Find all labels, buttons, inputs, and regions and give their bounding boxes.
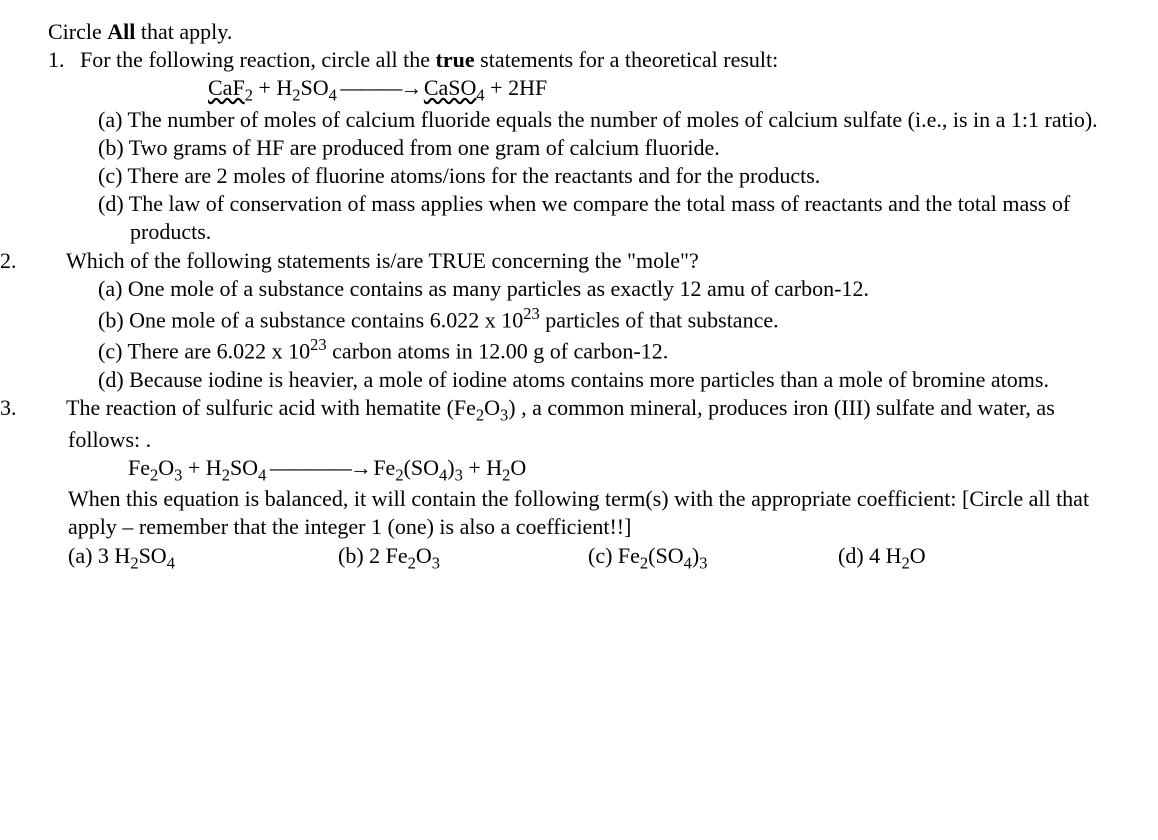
instruction-suffix: that apply. — [135, 19, 232, 44]
q2-option-a: (a) One mole of a substance contains as … — [60, 275, 1130, 303]
q1-number: 1. — [48, 46, 80, 74]
q1-equation: CaF2 + H2SO4 ———→ CaSO4 + 2HF — [28, 74, 1130, 106]
q3-body: When this equation is balanced, it will … — [28, 485, 1130, 541]
q1-eq-caf: CaF2 — [208, 75, 253, 100]
q1-text-b: true — [436, 47, 475, 72]
instruction-line: Circle All that apply. — [28, 18, 1130, 46]
instruction-bold: All — [107, 19, 135, 44]
q1-option-a: (a) The number of moles of calcium fluor… — [60, 106, 1130, 134]
q3-intro: 3.The reaction of sulfuric acid with hem… — [62, 394, 1130, 454]
q3-option-c: (c) Fe2(SO4)3 — [588, 542, 838, 574]
q1-text-c: statements for a theoretical result: — [475, 47, 779, 72]
q3-option-a: (a) 3 H2SO4 — [68, 542, 338, 574]
q1-text-a: For the following reaction, circle all t… — [80, 47, 436, 72]
q1-option-c: (c) There are 2 moles of fluorine atoms/… — [60, 162, 1130, 190]
q1-eq-caso4: CaSO4 — [424, 75, 485, 100]
q2-number: 2. — [34, 247, 66, 275]
q1-option-b: (b) Two grams of HF are produced from on… — [60, 134, 1130, 162]
q3-equation: Fe2O3 + H2SO4 ————→ Fe2(SO4)3 + H2O — [28, 454, 1130, 486]
q2-intro: 2.Which of the following statements is/a… — [62, 247, 1130, 275]
q3-option-b: (b) 2 Fe2O3 — [338, 542, 588, 574]
q2-option-d: (d) Because iodine is heavier, a mole of… — [60, 366, 1130, 394]
instruction-prefix: Circle — [48, 19, 107, 44]
q1-intro: 1.For the following reaction, circle all… — [28, 46, 1130, 74]
q2-intro-text: Which of the following statements is/are… — [66, 248, 699, 273]
q1-option-d: (d) The law of conservation of mass appl… — [60, 190, 1130, 246]
q3-number: 3. — [34, 394, 66, 422]
q3-options-row: (a) 3 H2SO4 (b) 2 Fe2O3 (c) Fe2(SO4)3 (d… — [28, 542, 1130, 574]
q2-option-c: (c) There are 6.022 x 1023 carbon atoms … — [28, 334, 1130, 365]
q2-option-b: (b) One mole of a substance contains 6.0… — [28, 303, 1130, 334]
q3-option-d: (d) 4 H2O — [838, 542, 926, 574]
